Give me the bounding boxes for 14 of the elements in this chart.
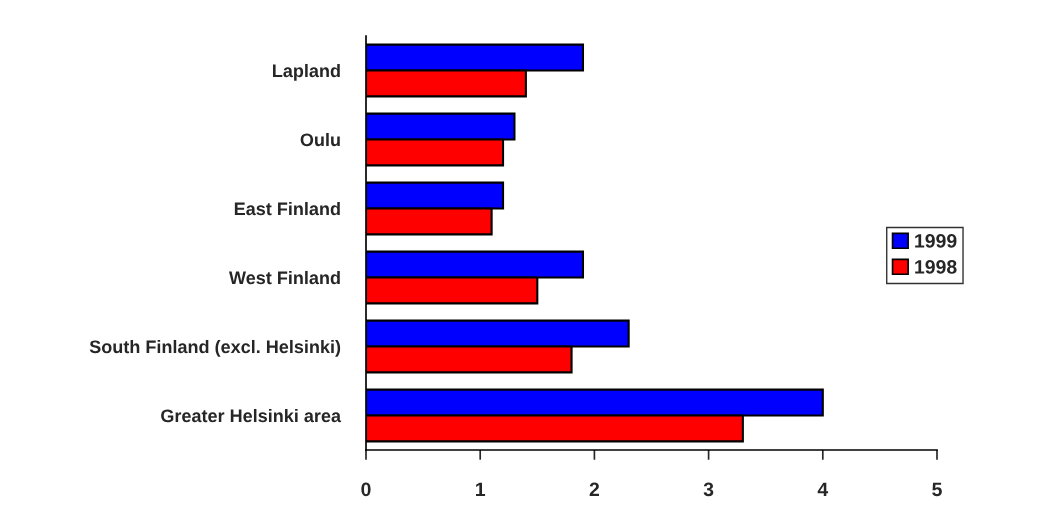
x-tick-label: 5 bbox=[932, 482, 942, 497]
x-tick-label: 4 bbox=[817, 482, 829, 497]
y-tick-label: East Finland bbox=[234, 201, 340, 216]
legend-label: 1999 bbox=[915, 234, 957, 248]
y-tick-label: Lapland bbox=[273, 63, 340, 81]
x-tick-label: 3 bbox=[703, 482, 714, 497]
x-tick-label: 0 bbox=[361, 482, 371, 497]
y-tick-label: West Finland bbox=[229, 270, 340, 285]
legend-label: 1998 bbox=[915, 260, 957, 274]
y-tick-label: Greater Helsinki area bbox=[161, 408, 342, 423]
x-tick-label: 1 bbox=[476, 482, 486, 497]
y-tick-label: South Finland (excl. Helsinki) bbox=[89, 339, 341, 357]
x-tick-label: 2 bbox=[589, 482, 600, 497]
y-tick-label: Oulu bbox=[300, 132, 340, 147]
